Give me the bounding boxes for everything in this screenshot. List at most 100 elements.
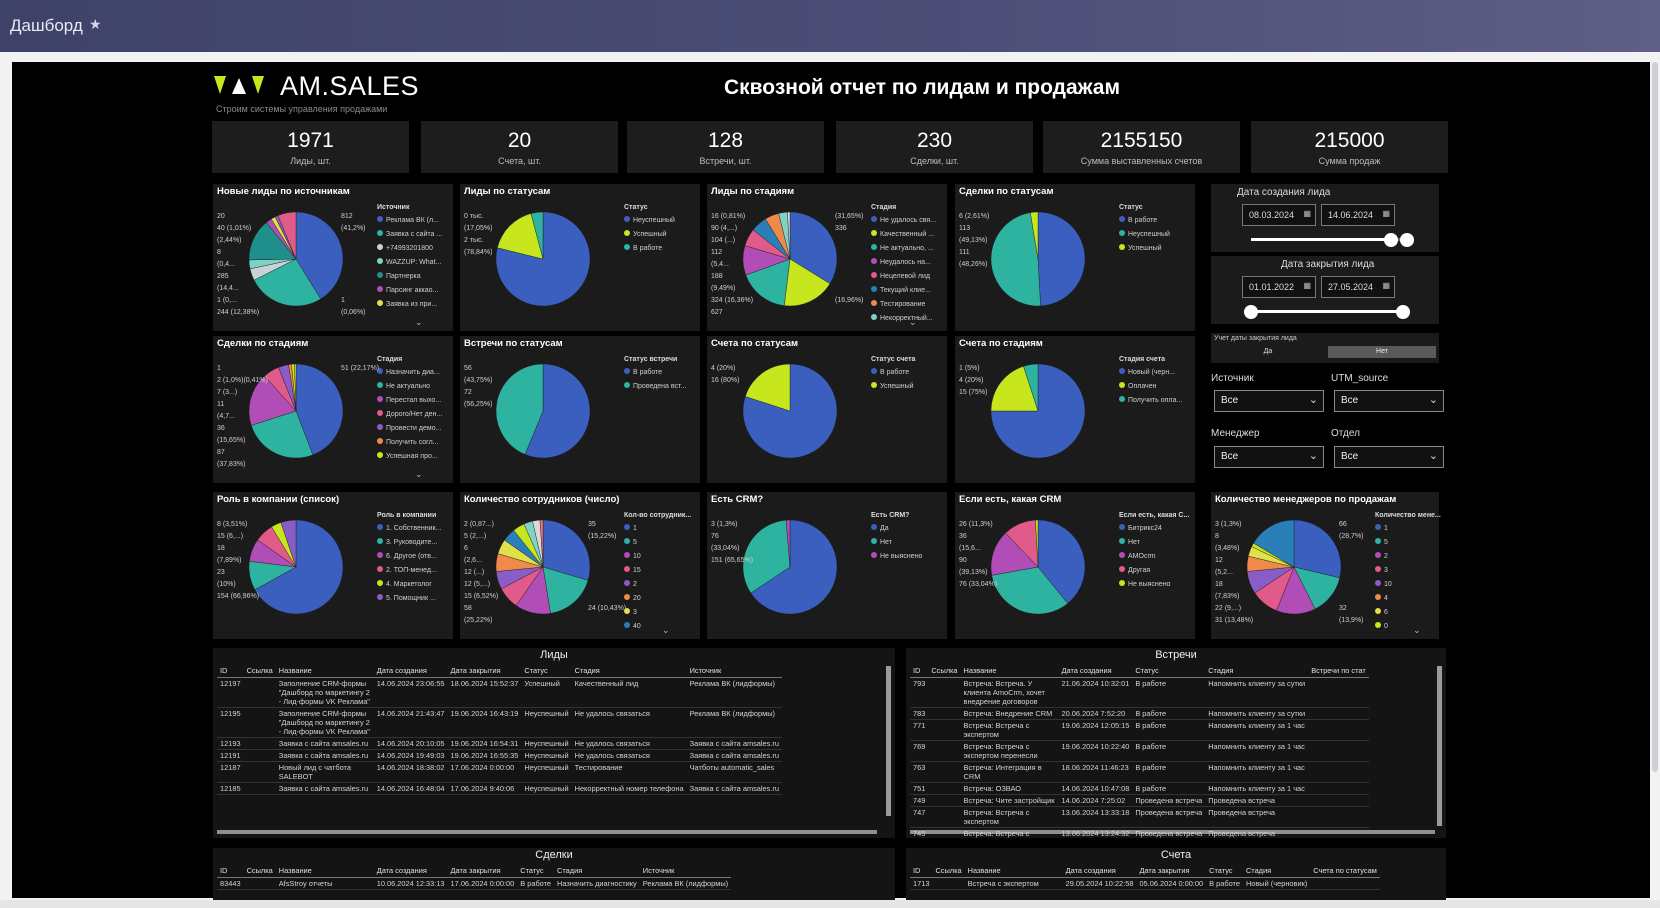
legend-item[interactable]: 5. Помощник ... <box>377 592 449 606</box>
legend-item[interactable]: Получить опла... <box>1119 394 1191 408</box>
lead-created-slider-end[interactable] <box>1400 233 1414 247</box>
meetings-table-scrollbar[interactable] <box>1437 666 1442 826</box>
pie-slice[interactable] <box>745 363 791 412</box>
legend-item[interactable]: +74993201800 <box>377 242 449 256</box>
pie-slice[interactable] <box>787 211 791 260</box>
pie-slice[interactable] <box>539 519 544 568</box>
table-row[interactable]: 771 Встреча: Встреча с экспертом 19.06.202… <box>910 719 1369 741</box>
toggle-no[interactable]: Нет <box>1328 346 1436 358</box>
legend-item[interactable]: Партнерка <box>377 270 449 284</box>
legend-more-icon[interactable]: ⌄ <box>662 625 670 635</box>
legend-item[interactable]: Новый (черн... <box>1119 366 1191 380</box>
legend-item[interactable]: Успешная про... <box>377 450 449 464</box>
column-header[interactable]: Статус <box>1206 864 1243 878</box>
legend-item[interactable]: Некорректный... <box>871 312 943 326</box>
pie-chart[interactable] <box>989 362 1087 460</box>
column-header[interactable]: Ссылка <box>932 864 965 878</box>
legend-item[interactable]: Оплачен <box>1119 380 1191 394</box>
legend-item[interactable]: В работе <box>624 242 696 256</box>
legend-item[interactable]: 10 <box>1375 578 1447 592</box>
pie-slice[interactable] <box>530 211 544 260</box>
column-header[interactable]: Источник <box>686 664 782 678</box>
column-header[interactable]: Дата создания <box>1058 664 1133 678</box>
legend-item[interactable]: 2 <box>1375 550 1447 564</box>
pie-slice[interactable] <box>277 211 297 260</box>
legend-more-icon[interactable]: ⌄ <box>909 317 917 327</box>
pie-chart[interactable] <box>1245 518 1343 616</box>
column-header[interactable]: ID <box>217 664 244 678</box>
legend-item[interactable]: Неуспешный <box>624 214 696 228</box>
column-header[interactable]: Дата создания <box>373 864 448 878</box>
legend-item[interactable]: 1 <box>624 522 696 536</box>
pie-slice[interactable] <box>248 375 297 426</box>
legend-item[interactable]: Нет <box>1119 536 1191 550</box>
pie-slice[interactable] <box>990 212 1041 307</box>
pie-slice[interactable] <box>294 363 297 412</box>
pie-slice[interactable] <box>497 213 544 260</box>
column-header[interactable]: Название <box>275 864 374 878</box>
legend-item[interactable]: Парсинг аккао... <box>377 284 449 298</box>
column-header[interactable]: Ссылка <box>243 664 276 678</box>
legend-item[interactable]: Реклама ВК (л... <box>377 214 449 228</box>
toggle-yes[interactable]: Да <box>1263 348 1273 355</box>
column-header[interactable]: Счета по статусам <box>1310 864 1380 878</box>
pie-slice[interactable] <box>253 258 321 307</box>
column-header[interactable]: ID <box>217 864 244 878</box>
pie-slice[interactable] <box>789 211 838 285</box>
pie-slice[interactable] <box>524 363 591 459</box>
table-row[interactable]: 12185 Заявка с сайта amsales.ru 14.06.2024… <box>217 782 782 795</box>
column-header[interactable]: ID <box>910 864 933 878</box>
legend-item[interactable]: В работе <box>871 366 943 380</box>
column-header[interactable]: Дата закрытия <box>1136 864 1207 878</box>
pie-slice[interactable] <box>1037 211 1086 307</box>
legend-item[interactable]: Качественный ... <box>871 228 943 242</box>
pie-chart[interactable] <box>741 362 839 460</box>
legend-item[interactable]: 5 <box>624 536 696 550</box>
legend-item[interactable]: Провести демо... <box>377 422 449 436</box>
legend-item[interactable]: Перестал выхо... <box>377 394 449 408</box>
legend-item[interactable]: Не актуально <box>377 380 449 394</box>
legend-item[interactable]: Да <box>871 522 943 536</box>
legend-item[interactable]: 15 <box>624 564 696 578</box>
legend-item[interactable]: Нецелевой лид <box>871 270 943 284</box>
pie-chart[interactable] <box>989 210 1087 308</box>
pie-slice[interactable] <box>295 363 344 456</box>
star-icon[interactable]: ★ <box>89 16 102 32</box>
pie-slice[interactable] <box>990 532 1039 576</box>
pie-slice[interactable] <box>1030 211 1039 260</box>
column-header[interactable]: Ссылка <box>243 864 276 878</box>
pie-chart[interactable] <box>741 210 839 308</box>
pie-slice[interactable] <box>542 519 591 581</box>
pie-slice[interactable] <box>991 566 1068 615</box>
legend-item[interactable]: Неуспешный <box>1119 228 1191 242</box>
column-header[interactable]: Стадия <box>1205 664 1309 678</box>
pie-slice[interactable] <box>783 258 831 307</box>
table-row[interactable]: 12197 Заполнение CRM-формы "Дашборд по ма… <box>217 677 782 708</box>
pie-slice[interactable] <box>1035 519 1039 568</box>
legend-item[interactable]: 2 <box>624 578 696 592</box>
column-header[interactable]: Дата закрытия <box>447 664 522 678</box>
legend-item[interactable]: Успешный <box>624 228 696 242</box>
pie-chart[interactable] <box>989 518 1087 616</box>
legend-item[interactable]: Не актуально, ... <box>871 242 943 256</box>
table-row[interactable]: 769 Встреча: Встреча с экспертом перенесл… <box>910 740 1369 762</box>
pie-slice[interactable] <box>542 566 589 614</box>
column-header[interactable]: Дата закрытия <box>447 864 518 878</box>
source-dropdown[interactable]: Все ⌄ <box>1214 390 1324 412</box>
pie-chart[interactable] <box>494 362 592 460</box>
pie-slice[interactable] <box>251 410 314 459</box>
lead-closed-slider-end[interactable] <box>1396 305 1410 319</box>
pie-slice[interactable] <box>750 519 838 615</box>
table-row[interactable]: 83443 AfsStroy отчеты 10.06.2024 12:33:13 1… <box>217 877 732 890</box>
column-header[interactable]: Название <box>960 664 1059 678</box>
table-row[interactable]: 12187 Новый лид с чатбота SALEBOT 14.06.20… <box>217 761 782 783</box>
legend-item[interactable]: AMOcrm <box>1119 550 1191 564</box>
lead-closed-from-input[interactable]: 01.01.2022 ▦ <box>1242 276 1316 298</box>
leads-table-scrollbar[interactable] <box>886 666 891 816</box>
pie-chart[interactable] <box>741 518 839 616</box>
leads-table-hscrollbar[interactable] <box>217 830 877 834</box>
legend-item[interactable]: 0 <box>1375 620 1447 634</box>
table-row[interactable]: 1713 Встреча с экспертом 29.05.2024 10:22:… <box>910 877 1380 890</box>
table-row[interactable]: 763 Встреча: Интеграция в CRM 18.06.2024 1… <box>910 761 1369 783</box>
pie-slice[interactable] <box>785 519 791 568</box>
